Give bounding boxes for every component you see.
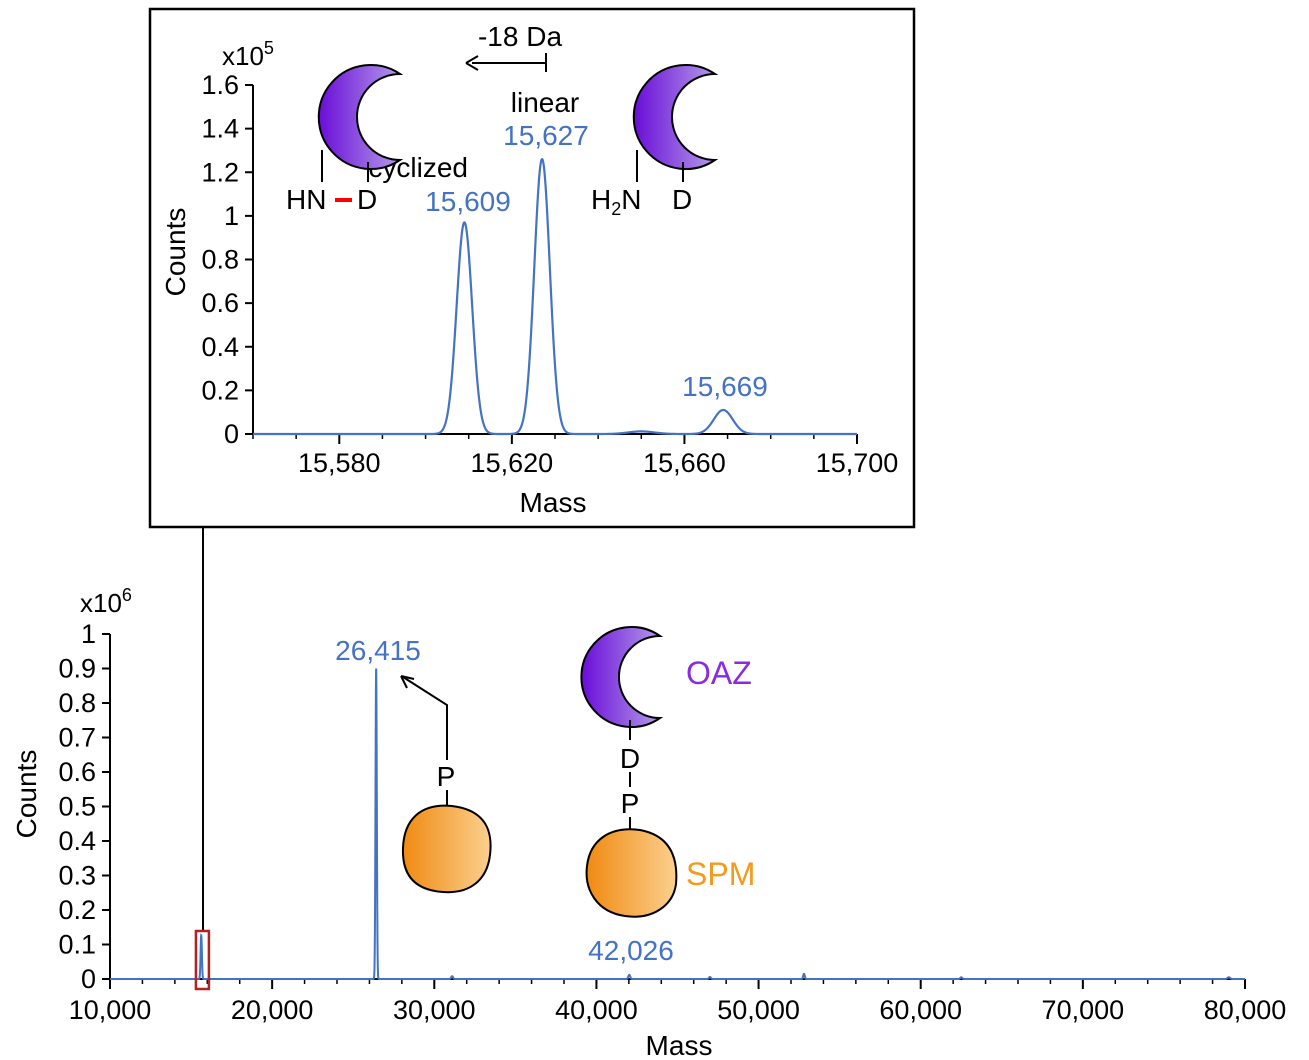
highlight-box (194, 929, 211, 991)
x-tick-label: 15,620 (471, 448, 554, 478)
main-tick-labels: 0 0.1 0.2 0.3 0.4 0.5 0.6 0.7 0.8 0.9 1 10,000 20,00… (58, 619, 1286, 1025)
x-tick-label: 40,000 (555, 995, 638, 1025)
complex-p-label: P (621, 788, 640, 819)
inset-tick-labels: 0 0.2 0.4 0.6 0.8 1 1.2 1.4 1.6 15,580 15,620 15,66… (201, 70, 898, 478)
spm-legend-label: SPM (686, 856, 755, 892)
y-tick-label: 0.8 (201, 245, 239, 275)
x-tick-label: 80,000 (1204, 995, 1287, 1025)
y-tick-label: 1.4 (201, 114, 239, 144)
x-tick-label: 30,000 (393, 995, 476, 1025)
peak-26415-label: 26,415 (335, 635, 421, 666)
inset-y-exponent: x105 (222, 38, 274, 71)
x-tick-label: 60,000 (879, 995, 962, 1025)
main-ylabel: Counts (11, 750, 42, 839)
linear-d-label: D (672, 184, 692, 215)
spm-p-arrow-head (400, 675, 415, 689)
y-tick-label: 0.6 (58, 757, 96, 787)
y-tick-label: 0.4 (201, 332, 239, 362)
x-tick-label: 15,580 (298, 448, 381, 478)
y-tick-label: 0.1 (58, 930, 96, 960)
peak-42026-label: 42,026 (588, 935, 674, 966)
spm-blob-small (401, 804, 492, 894)
y-tick-label: 0.7 (58, 723, 96, 753)
y-tick-label: 0.2 (58, 895, 96, 925)
x-tick-label: 15,660 (643, 448, 726, 478)
spm-p-arrow (402, 676, 448, 760)
oaz-crescent-linear (632, 64, 719, 170)
inset-frame (148, 7, 916, 529)
cyclized-d-label: D (357, 184, 377, 215)
x-tick-label: 15,700 (816, 448, 899, 478)
linear-mass-label: 15,627 (503, 120, 589, 151)
inset-series (253, 157, 857, 436)
y-tick-label: 0.3 (58, 861, 96, 891)
y-tick-label: 0 (81, 964, 96, 994)
spectrum-line (253, 157, 857, 436)
y-tick-label: 0.6 (201, 288, 239, 318)
y-tick-label: 0.5 (58, 792, 96, 822)
y-tick-label: 0.4 (58, 826, 96, 856)
spectrum-line (110, 668, 1245, 980)
complex-d-label: D (620, 743, 640, 774)
oaz-legend-label: OAZ (686, 655, 752, 691)
spm-blob-complex (585, 828, 678, 918)
x-tick-label: 20,000 (231, 995, 314, 1025)
y-tick-label: 1 (224, 201, 239, 231)
y-tick-label: 0.8 (58, 688, 96, 718)
main-xlabel: Mass (646, 1030, 713, 1060)
y-tick-label: 1 (81, 619, 96, 649)
minor-peak-mass-label: 15,669 (682, 371, 768, 402)
x-tick-label: 10,000 (69, 995, 152, 1025)
inset-xlabel: Mass (520, 487, 587, 518)
mass-shift-label: -18 Da (478, 21, 562, 52)
main-series (110, 668, 1245, 980)
y-tick-label: 0.9 (58, 654, 96, 684)
linear-label: linear (511, 87, 579, 118)
y-tick-label: 0.2 (201, 375, 239, 405)
main-y-exponent: x106 (80, 585, 132, 618)
y-tick-label: 0 (224, 419, 239, 449)
y-tick-label: 1.6 (201, 70, 239, 100)
oaz-crescent-cyclized (317, 64, 404, 170)
mass-shift-arrow-head (465, 55, 479, 71)
y-tick-label: 1.2 (201, 157, 239, 187)
spm-p-label: P (437, 761, 456, 792)
cyclized-hn-label: HN (286, 184, 326, 215)
inset-ylabel: Counts (160, 208, 191, 297)
x-tick-label: 50,000 (717, 995, 800, 1025)
x-tick-label: 70,000 (1042, 995, 1125, 1025)
cyclized-mass-label: 15,609 (425, 186, 511, 217)
linear-h2n-label: H2N (591, 184, 641, 219)
oaz-crescent-complex (580, 626, 664, 728)
